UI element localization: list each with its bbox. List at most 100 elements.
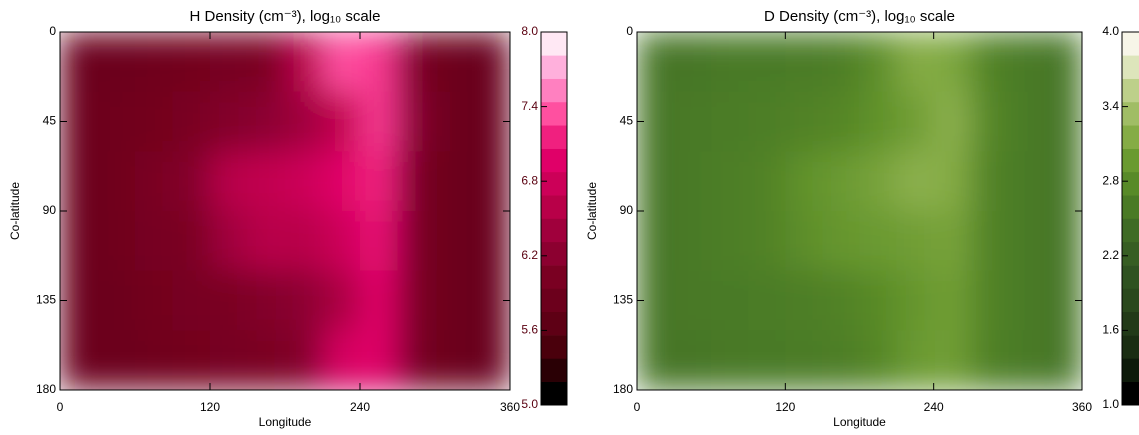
colorbar-frame bbox=[540, 31, 568, 406]
heatmap-cell bbox=[435, 330, 473, 390]
heatmap-cell bbox=[472, 32, 510, 93]
heatmap-cell bbox=[1044, 330, 1082, 390]
heatmap-cell bbox=[1044, 151, 1082, 212]
heatmap-cell bbox=[748, 330, 786, 390]
heatmap-cell bbox=[637, 330, 675, 390]
heatmap-cell bbox=[674, 211, 712, 272]
colorbar-band bbox=[541, 125, 567, 149]
colorbar-band bbox=[541, 218, 567, 243]
y-axis-label: Co-latitude bbox=[8, 182, 22, 240]
heatmap-cell bbox=[285, 151, 323, 212]
heatmap-cell bbox=[933, 270, 972, 331]
heatmap-cell bbox=[748, 32, 786, 93]
heatmap-cell bbox=[711, 32, 749, 93]
colorbar-tick-label: 5.6 bbox=[521, 323, 538, 337]
heatmap-cell bbox=[785, 91, 823, 152]
colorbar-band bbox=[1122, 311, 1139, 336]
heatmap-cell bbox=[435, 91, 473, 152]
heatmap-cell bbox=[472, 330, 510, 390]
heatmap-cell bbox=[1007, 151, 1046, 212]
colorbar-band bbox=[1122, 148, 1139, 173]
heatmap-cell bbox=[172, 211, 211, 272]
heatmap-cell bbox=[97, 270, 136, 331]
heatmap-cells bbox=[637, 32, 1082, 390]
y-tick-label: 45 bbox=[43, 114, 57, 128]
heatmap-cell bbox=[210, 32, 248, 93]
colorbar-band bbox=[1122, 288, 1139, 313]
heatmap-cell bbox=[859, 91, 898, 152]
heatmap-cell bbox=[360, 330, 398, 390]
x-tick-label: 120 bbox=[200, 400, 220, 414]
heatmap-cell bbox=[785, 211, 823, 272]
heatmap-cell bbox=[637, 211, 675, 272]
x-tick-label: 240 bbox=[924, 400, 944, 414]
y-tick-label: 180 bbox=[613, 382, 633, 396]
heatmap-cell bbox=[970, 330, 1009, 390]
colorbar-tick-label: 1.6 bbox=[1102, 323, 1119, 337]
heatmap-cell bbox=[822, 211, 860, 272]
heatmap-cell bbox=[896, 91, 935, 152]
heatmap-cell bbox=[210, 91, 248, 152]
colorbar-band bbox=[541, 32, 567, 56]
heatmap-cell bbox=[135, 151, 173, 212]
y-tick-label: 0 bbox=[626, 24, 633, 38]
heatmap-cell bbox=[711, 211, 749, 272]
heatmap-cell bbox=[711, 270, 749, 331]
colorbar-tick-label: 7.4 bbox=[521, 99, 538, 113]
heatmap-cell bbox=[397, 151, 436, 212]
colorbar-band bbox=[1122, 55, 1139, 79]
heatmap-cell bbox=[859, 270, 898, 331]
heatmap-cell bbox=[748, 151, 786, 212]
colorbar-band bbox=[541, 55, 567, 79]
heatmap-cell bbox=[397, 32, 436, 93]
heatmap-cell bbox=[822, 330, 860, 390]
heatmap-cell bbox=[60, 151, 98, 212]
x-tick-label: 360 bbox=[1072, 400, 1092, 414]
heatmap-cell bbox=[247, 330, 286, 390]
heatmap-cell bbox=[285, 270, 323, 331]
colorbar-band bbox=[1122, 32, 1139, 56]
chart-panel: 0 120 240 360 0 45 90 135 180 D Density (cm⁻³), l… bbox=[585, 8, 1139, 429]
colorbar-band bbox=[1122, 358, 1139, 382]
heatmap-cell bbox=[97, 211, 136, 272]
y-tick-label: 45 bbox=[620, 114, 634, 128]
heatmap-cell bbox=[822, 32, 860, 93]
colorbar-tick-label: 5.0 bbox=[521, 397, 538, 411]
heatmap-cell bbox=[360, 270, 398, 331]
heatmap-cell bbox=[435, 211, 473, 272]
heatmap-cell bbox=[60, 32, 98, 93]
heatmap-cell bbox=[896, 270, 935, 331]
colorbar-band bbox=[541, 335, 567, 359]
heatmap-cell bbox=[637, 32, 675, 93]
heatmap-cell bbox=[1007, 32, 1046, 93]
heatmap-cell bbox=[674, 151, 712, 212]
heatmap-cell bbox=[711, 330, 749, 390]
x-tick-label: 0 bbox=[57, 400, 64, 414]
heatmap-cell bbox=[748, 211, 786, 272]
heatmap-cell bbox=[970, 91, 1009, 152]
y-tick-label: 135 bbox=[613, 293, 633, 307]
colorbar-band bbox=[541, 311, 567, 336]
heatmap-cell bbox=[933, 151, 972, 212]
heatmap-cell bbox=[1007, 330, 1046, 390]
heatmap-cell bbox=[97, 91, 136, 152]
colorbar-band bbox=[541, 358, 567, 382]
heatmap-cell bbox=[322, 270, 361, 331]
chart-title: H Density (cm⁻³), log₁₀ scale bbox=[190, 8, 381, 25]
colorbar-band bbox=[541, 288, 567, 313]
heatmap-cells bbox=[60, 32, 510, 390]
colorbar-tick-label: 3.4 bbox=[1102, 99, 1119, 113]
heatmap-cell bbox=[135, 32, 173, 93]
heatmap-cell bbox=[322, 151, 361, 212]
heatmap-cell bbox=[360, 91, 398, 152]
heatmap-cell bbox=[822, 270, 860, 331]
heatmap-cell bbox=[97, 151, 136, 212]
heatmap-cell bbox=[472, 151, 510, 212]
colorbar-band bbox=[541, 171, 567, 196]
heatmap-cell bbox=[247, 91, 286, 152]
heatmap-cell bbox=[135, 270, 173, 331]
heatmap-cell bbox=[970, 270, 1009, 331]
heatmap-cell bbox=[60, 330, 98, 390]
colorbar-band bbox=[1122, 381, 1139, 406]
y-tick-label: 180 bbox=[36, 382, 56, 396]
